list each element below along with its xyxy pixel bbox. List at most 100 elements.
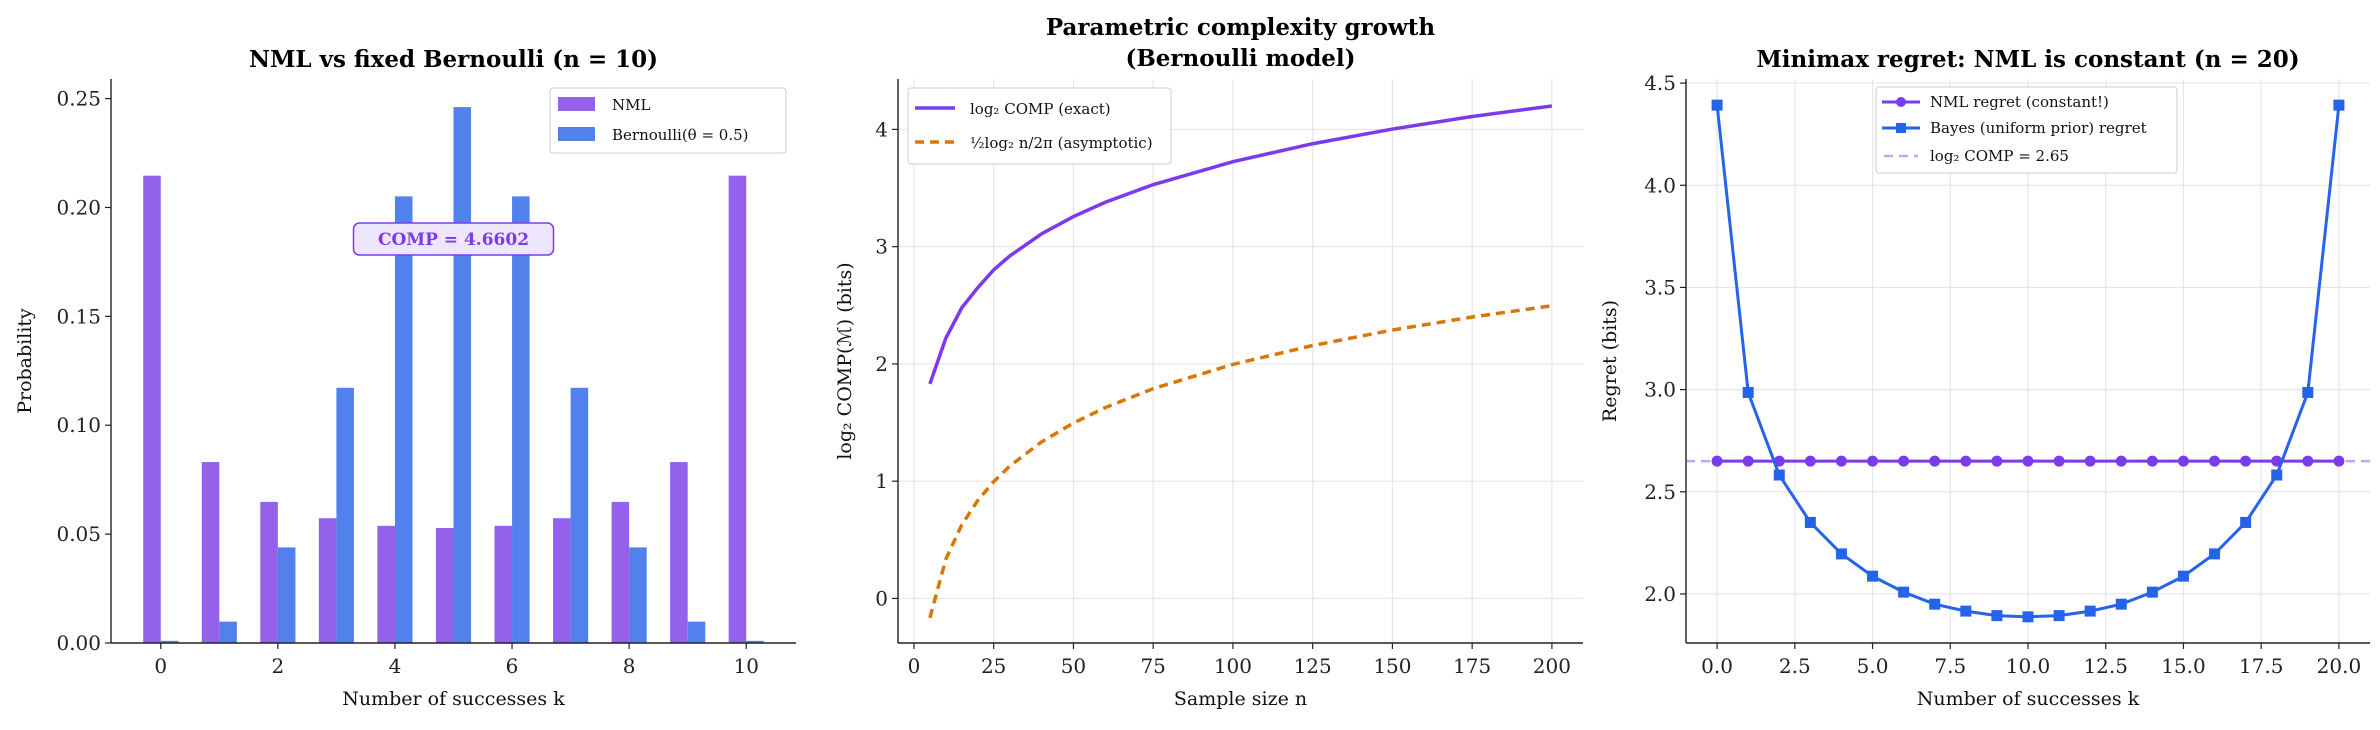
bayes-point xyxy=(2053,610,2065,622)
y-axis-label: Regret (bits) xyxy=(1599,300,1621,422)
x-tick-label: 0 xyxy=(154,654,167,678)
bayes-point xyxy=(2146,586,2158,598)
x-tick-label: 175 xyxy=(1453,654,1491,678)
legend-marker xyxy=(1896,97,1906,107)
x-tick-label: 8 xyxy=(623,654,636,678)
bar-nml xyxy=(435,528,454,643)
x-tick-label: 0.0 xyxy=(1701,654,1733,678)
chart-title-line2: (Bernoulli model) xyxy=(1125,45,1355,72)
nml-point xyxy=(2302,455,2314,467)
nml-point xyxy=(1867,455,1879,467)
bar-nml xyxy=(143,175,161,643)
bar-bernoulli xyxy=(746,640,764,643)
nml-point xyxy=(2115,455,2127,467)
legend-label: log₂ COMP = 2.65 xyxy=(1930,147,2069,165)
y-tick-label: 4.5 xyxy=(1644,71,1676,95)
bayes-point xyxy=(2177,570,2189,582)
legend: NML regret (constant!) Bayes (uniform pri… xyxy=(1875,86,2178,174)
x-tick-label: 6 xyxy=(506,654,519,678)
x-axis-label: Sample size n xyxy=(1174,688,1307,710)
bar-nml xyxy=(728,175,747,643)
legend-label: ½log₂ n/2π (asymptotic) xyxy=(970,134,1153,152)
nml-point xyxy=(2209,455,2221,467)
legend-frame xyxy=(549,87,787,154)
bayes-point xyxy=(1991,610,2003,622)
bar-nml xyxy=(318,518,337,643)
x-tick-label: 75 xyxy=(1140,654,1165,678)
x-tick-label: 5.0 xyxy=(1857,654,1889,678)
bayes-point xyxy=(2115,598,2127,610)
y-tick-label: 0.10 xyxy=(56,413,101,437)
nml-point xyxy=(1960,455,1972,467)
legend-label: Bayes (uniform prior) regret xyxy=(1930,119,2147,137)
chart-title: Minimax regret: NML is constant (n = 20) xyxy=(1756,46,2299,73)
bar-bernoulli xyxy=(629,547,647,643)
bar-bernoulli xyxy=(336,387,354,643)
bayes-point xyxy=(1804,516,1816,528)
nml-point xyxy=(2146,455,2158,467)
x-tick-label: 12.5 xyxy=(2083,654,2128,678)
bar-bernoulli xyxy=(453,107,472,643)
nml-point xyxy=(2084,455,2096,467)
asymptotic-curve xyxy=(928,304,1553,619)
bayes-point xyxy=(2209,548,2221,560)
nml-point xyxy=(1804,455,1816,467)
subplot-3: 0.0 2.5 5.0 7.5 10.0 12.5 15.0 17.5 20.0 2.0 2.5 3.… xyxy=(1599,46,2370,710)
nml-point xyxy=(1835,455,1847,467)
x-tick-label: 100 xyxy=(1214,654,1252,678)
x-tick-label: 4 xyxy=(389,654,402,678)
y-tick-label: 0 xyxy=(875,586,888,610)
y-tick-label: 0.05 xyxy=(56,522,101,546)
y-tick-label: 4 xyxy=(875,117,888,141)
x-tick-label: 2 xyxy=(271,654,284,678)
legend-label: NML regret (constant!) xyxy=(1930,93,2109,111)
bayes-point xyxy=(1711,99,1723,111)
y-tick-label: 0.15 xyxy=(56,304,101,328)
bar-bernoulli xyxy=(160,640,179,643)
bar-bernoulli xyxy=(394,196,413,643)
bar-bernoulli xyxy=(512,196,530,643)
legend-swatch xyxy=(558,127,595,141)
nml-point xyxy=(2240,455,2252,467)
subplot-2: 0 25 50 75 100 125 150 175 200 0 1 2 3 4 log₂ COMP (ex… xyxy=(834,14,1583,710)
bayes-point xyxy=(1929,598,1941,610)
bayes-point xyxy=(2240,516,2252,528)
x-tick-label: 125 xyxy=(1294,654,1332,678)
bar-nml xyxy=(553,518,571,643)
bayes-point xyxy=(1835,548,1847,560)
bayes-point xyxy=(1773,469,1785,481)
bar-nml xyxy=(201,462,220,643)
nml-point xyxy=(1929,455,1941,467)
bayes-point xyxy=(1867,570,1879,582)
x-axis-label: Number of successes k xyxy=(1917,688,2140,710)
x-tick-label: 200 xyxy=(1533,654,1571,678)
y-tick-label: 0.20 xyxy=(56,195,101,219)
bayes-point xyxy=(1742,386,1754,398)
x-tick-label: 17.5 xyxy=(2239,654,2284,678)
y-axis-label: log₂ COMP(ℳ) (bits) xyxy=(834,262,856,459)
legend-label: NML xyxy=(612,96,650,114)
y-tick-label: 3.5 xyxy=(1644,275,1676,299)
x-tick-label: 50 xyxy=(1061,654,1086,678)
bayes-point xyxy=(1960,605,1972,617)
x-tick-label: 10.0 xyxy=(2006,654,2051,678)
bar-nml xyxy=(260,501,278,643)
chart-title: NML vs fixed Bernoulli (n = 10) xyxy=(249,46,658,73)
annotation-box xyxy=(352,222,555,256)
bar-nml xyxy=(611,501,630,643)
bar-bernoulli xyxy=(570,387,589,643)
annotation-comp: COMP = 4.6602 xyxy=(378,230,529,250)
bar-nml xyxy=(377,525,395,643)
y-tick-label: 2.0 xyxy=(1644,582,1676,606)
nml-point xyxy=(2333,455,2345,467)
x-axis-label: Number of successes k xyxy=(342,688,565,710)
bar-bernoulli xyxy=(687,621,706,643)
y-tick-label: 4.0 xyxy=(1644,173,1676,197)
y-tick-label: 2 xyxy=(875,352,888,376)
x-tick-label: 25 xyxy=(981,654,1006,678)
nml-point xyxy=(2022,455,2034,467)
y-tick-label: 3.0 xyxy=(1644,378,1676,402)
bayes-point xyxy=(2302,386,2314,398)
bayes-point xyxy=(2333,99,2345,111)
